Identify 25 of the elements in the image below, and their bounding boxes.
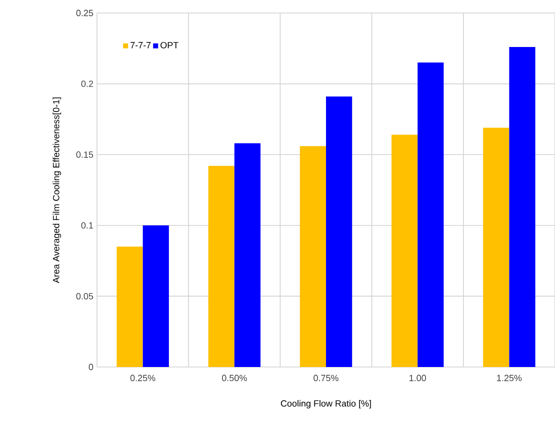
y-axis-title: Area Averaged Film Cooling Effectiveness[0-1]: [52, 98, 62, 284]
x-tick-label: 0.75%: [314, 374, 338, 382]
bar: [300, 146, 326, 367]
y-tick-label: 0.05: [76, 293, 94, 300]
bar: [326, 96, 352, 367]
y-tick-label: 0.25: [76, 10, 94, 16]
x-tick-label: 1.25%: [497, 374, 522, 382]
bar: [391, 134, 418, 367]
bar: [509, 46, 536, 367]
x-tick-label: 0.25%: [130, 374, 156, 382]
bar: [142, 225, 169, 367]
x-axis-title: Cooling Flow Ratio [%]: [280, 400, 371, 408]
bar: [418, 62, 444, 367]
legend-label: 7-7-7: [130, 42, 151, 48]
bar: [116, 246, 143, 367]
legend-label: OPT: [160, 42, 178, 48]
bar: [483, 128, 510, 367]
x-tick-label: 0.50%: [222, 374, 247, 382]
y-tick-label: 0: [88, 364, 94, 370]
x-tick-label: 1.00: [410, 374, 426, 382]
y-tick-label: 0.2: [81, 80, 94, 87]
bar: [208, 166, 234, 367]
y-tick-label: 0.15: [76, 151, 94, 158]
bar: [234, 143, 261, 367]
y-tick-label: 0.1: [81, 222, 94, 229]
